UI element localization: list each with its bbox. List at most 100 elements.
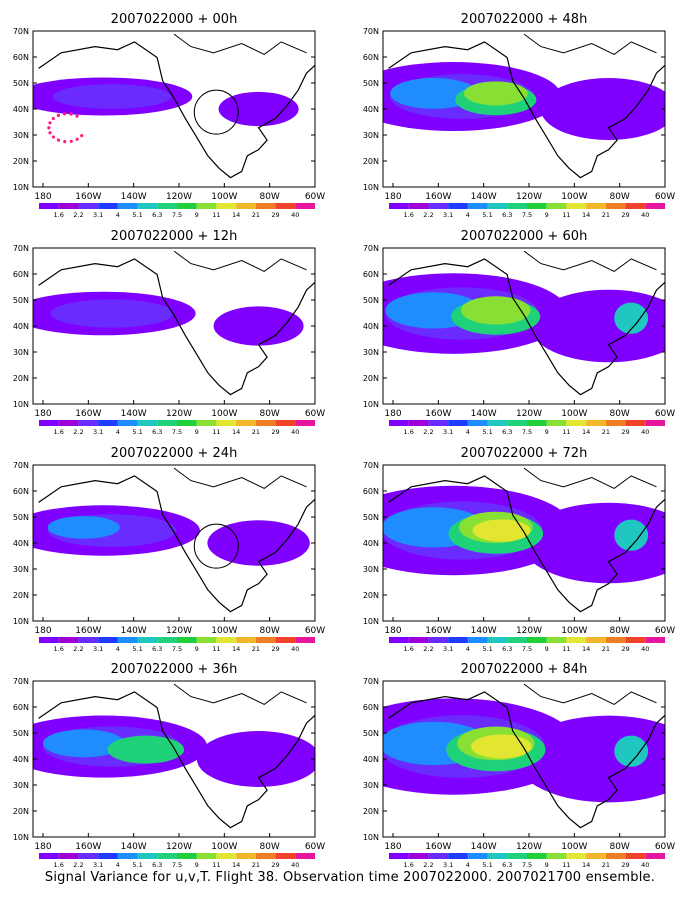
colorbar-swatch — [157, 637, 177, 643]
colorbar-swatch — [39, 853, 59, 859]
colorbar-swatch — [78, 853, 99, 859]
colorbar-swatch — [605, 203, 626, 209]
lon-label: 80W — [259, 409, 279, 419]
coastline — [523, 250, 657, 272]
coastline — [38, 475, 315, 613]
colorbar-label: 9 — [195, 211, 199, 219]
colorbar-swatch — [196, 420, 217, 426]
colorbar-swatch — [605, 420, 626, 426]
lon-label: 80W — [609, 842, 629, 852]
colorbar-label: 14 — [232, 428, 240, 436]
lon-label: 160W — [75, 192, 101, 202]
lon-label: 140W — [471, 192, 497, 202]
coastline — [38, 691, 315, 829]
lon-label: 180 — [34, 626, 51, 636]
colorbar-swatch — [137, 637, 158, 643]
variance-contour — [614, 519, 649, 551]
colorbar-label: 9 — [195, 861, 199, 869]
variance-contour — [218, 91, 299, 127]
colorbar-swatch — [157, 420, 177, 426]
lat-label: 70N — [13, 677, 29, 686]
lat-label: 20N — [363, 807, 379, 816]
colorbar-label: 21 — [602, 645, 610, 653]
colorbar-swatch — [236, 637, 256, 643]
lat-label: 70N — [363, 461, 379, 470]
variance-field — [33, 467, 315, 613]
colorbar-label: 29 — [621, 861, 629, 869]
colorbar-swatch — [645, 637, 665, 643]
variance-contour — [614, 735, 649, 767]
colorbar-label: 6.3 — [152, 861, 162, 869]
colorbar-label: 3.1 — [443, 645, 453, 653]
colorbar-swatch — [255, 203, 276, 209]
lon-label: 140W — [121, 192, 147, 202]
colorbar-label: 9 — [545, 428, 549, 436]
colorbar-label: 5.1 — [482, 211, 492, 219]
variance-contour — [50, 299, 174, 328]
colorbar-label: 5.1 — [132, 428, 142, 436]
panel-title: 2007022000 + 00h — [111, 12, 238, 27]
colorbar-swatch — [389, 637, 409, 643]
colorbar-swatch — [645, 853, 665, 859]
lon-label: 80W — [259, 192, 279, 202]
colorbar-swatch — [137, 853, 158, 859]
variance-field — [383, 250, 665, 396]
colorbar-swatch — [255, 420, 276, 426]
lat-label: 60N — [13, 487, 29, 496]
colorbar-label: 40 — [641, 428, 649, 436]
colorbar-label: 2.2 — [73, 211, 83, 219]
variance-contour — [463, 81, 528, 106]
colorbar-swatch — [605, 853, 626, 859]
lon-label: 80W — [609, 192, 629, 202]
colorbar-swatch — [527, 420, 547, 426]
colorbar-swatch — [566, 853, 587, 859]
coastline — [173, 250, 307, 272]
variance-contour — [540, 77, 665, 141]
lon-label: 60W — [305, 409, 325, 419]
lat-label: 30N — [13, 348, 29, 357]
colorbar-swatch — [507, 853, 527, 859]
colorbar-swatch — [177, 637, 197, 643]
colorbar-swatch — [236, 420, 256, 426]
colorbar-label: 7.5 — [172, 861, 182, 869]
colorbar-label: 3.1 — [93, 428, 103, 436]
coastline — [388, 691, 665, 829]
colorbar-label: 2.2 — [423, 645, 433, 653]
flight-track-dot — [69, 139, 73, 143]
colorbar-swatch — [546, 637, 567, 643]
colorbar-swatch — [586, 420, 606, 426]
panel-title: 2007022000 + 60h — [461, 229, 588, 244]
colorbar-swatch — [295, 203, 315, 209]
lon-label: 180 — [384, 409, 401, 419]
colorbar-label: 9 — [545, 861, 549, 869]
colorbar-label: 29 — [271, 861, 279, 869]
colorbar-label: 4 — [466, 428, 470, 436]
colorbar-label: 1.6 — [54, 428, 64, 436]
lat-label: 50N — [13, 513, 29, 522]
lon-label: 160W — [425, 409, 451, 419]
target-circle — [193, 523, 239, 569]
lat-label: 50N — [363, 79, 379, 88]
lat-label: 70N — [363, 677, 379, 686]
colorbar-label: 14 — [582, 211, 590, 219]
colorbar-label: 6.3 — [502, 428, 512, 436]
colorbar-swatch — [117, 420, 138, 426]
colorbar-swatch — [196, 203, 217, 209]
colorbar-label: 9 — [545, 211, 549, 219]
lon-label: 180 — [34, 842, 51, 852]
coastline — [523, 33, 657, 55]
lon-label: 120W — [166, 842, 192, 852]
coastline — [173, 467, 307, 489]
colorbar-swatch — [408, 420, 429, 426]
lat-label: 30N — [363, 781, 379, 790]
lat-label: 10N — [363, 183, 379, 192]
flight-track-dot — [48, 121, 52, 125]
colorbar-label: 1.6 — [54, 861, 64, 869]
colorbar-label: 4 — [116, 645, 120, 653]
colorbar-swatch — [546, 203, 567, 209]
colorbar-label: 1.6 — [404, 645, 414, 653]
map-panel: 2007022000 + 00h 70N 60N 50N 40N 30N 20N 10N 180… — [13, 12, 325, 219]
lat-label: 10N — [363, 617, 379, 626]
colorbar-label: 40 — [641, 211, 649, 219]
colorbar-swatch — [566, 637, 587, 643]
